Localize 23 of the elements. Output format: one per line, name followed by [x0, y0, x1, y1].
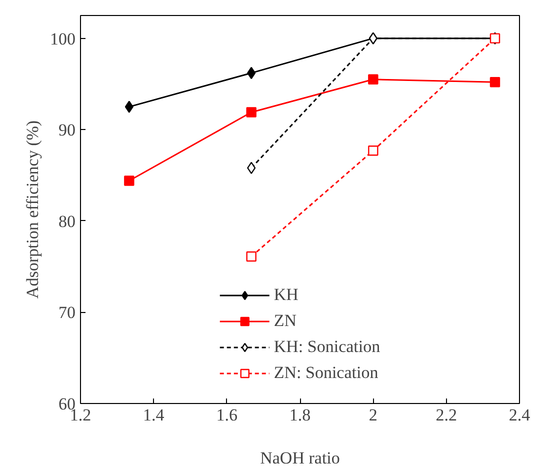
x-tick-label: 2.4 [508, 406, 531, 424]
point [124, 176, 134, 186]
x-tick-label: 2 [368, 406, 378, 424]
legend-label: KH: Sonication [274, 337, 380, 357]
point [490, 77, 500, 88]
point [368, 146, 378, 156]
x-tick-label: 1.6 [216, 406, 238, 424]
legend-label: KH [274, 285, 298, 305]
y-axis-title: Adsorption efficiency (%) [23, 120, 42, 299]
x-axis-title: NaOH ratio [260, 448, 340, 468]
point [368, 74, 378, 85]
point [246, 107, 256, 118]
point [246, 251, 256, 262]
y-tick-label: 70 [58, 303, 76, 322]
legend-label: ZN: Sonication [274, 363, 378, 383]
point [124, 100, 134, 113]
x-tick-label: 1.4 [143, 406, 165, 424]
x-tick-label: 1.8 [289, 406, 311, 424]
y-tick-label: 100 [50, 29, 76, 48]
legend-label: ZN [274, 311, 297, 331]
x-tick-label: 2.2 [436, 406, 457, 424]
y-tick-label: 90 [58, 120, 76, 140]
y-tick-label: 80 [58, 212, 76, 231]
